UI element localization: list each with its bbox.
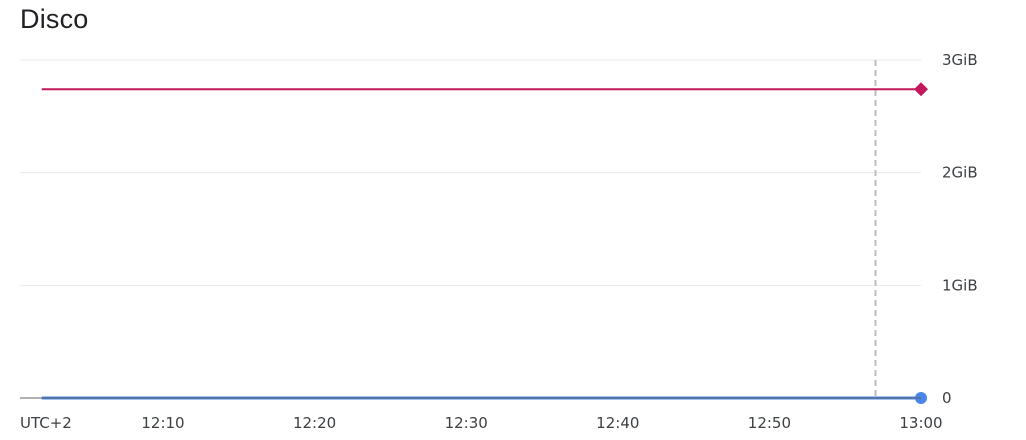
y-tick-label: 2GiB: [942, 164, 978, 182]
series-end-marker: [914, 82, 928, 97]
y-tick-label: 3GiB: [942, 51, 978, 69]
y-tick-label: 1GiB: [942, 276, 978, 294]
x-tick-label: 12:20: [293, 414, 336, 432]
x-tick-label: 12:50: [748, 414, 791, 432]
x-tick-label: 12:10: [141, 414, 184, 432]
chart-title: Disco: [20, 4, 89, 34]
y-tick-label: 0: [942, 389, 952, 407]
timezone-label: UTC+2: [20, 414, 72, 432]
x-tick-label: 12:40: [596, 414, 639, 432]
x-tick-label: 13:00: [899, 414, 942, 432]
x-tick-label: 12:30: [445, 414, 488, 432]
